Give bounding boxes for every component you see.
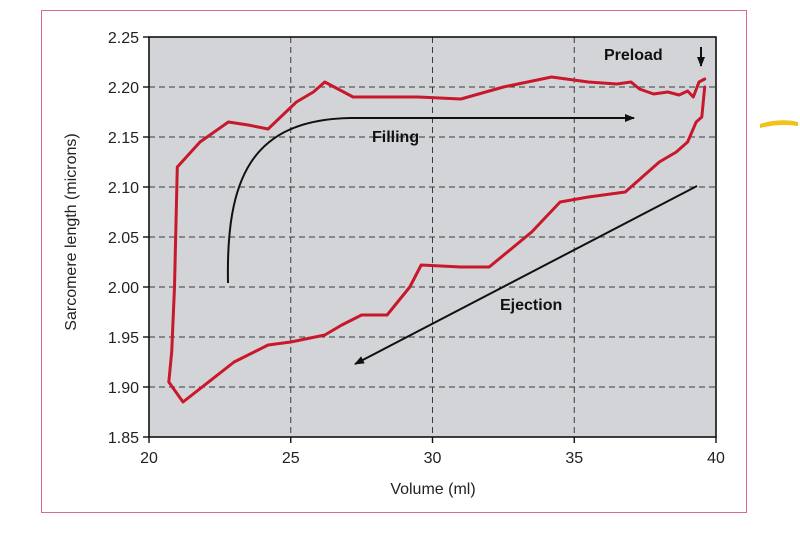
- y-tick-label: 2.00: [108, 280, 139, 297]
- y-tick-label: 1.90: [108, 380, 139, 397]
- x-axis-title: Volume (ml): [390, 481, 475, 498]
- y-axis-title: Sarcomere length (microns): [63, 133, 80, 330]
- y-tick-label: 2.20: [108, 80, 139, 97]
- x-tick-label: 25: [282, 450, 300, 467]
- x-tick-label: 30: [424, 450, 442, 467]
- y-tick-label: 1.85: [108, 430, 139, 447]
- y-tick-label: 2.10: [108, 180, 139, 197]
- plot-area: 20 25 30 35 40 1.85 1.90 1.95 2.00 2.05 2.10 2.15 2.…: [108, 30, 725, 467]
- y-tick-label: 2.15: [108, 130, 139, 147]
- annotation-ejection: Ejection: [500, 297, 562, 314]
- x-tick-label: 35: [565, 450, 583, 467]
- filling-arrow: [226, 114, 635, 284]
- y-tick-label: 2.05: [108, 230, 139, 247]
- x-tick-label: 40: [707, 450, 725, 467]
- ejection-arrow: [354, 185, 698, 365]
- y-tick-label: 1.95: [108, 330, 139, 347]
- annotation-filling: Filling: [372, 129, 419, 146]
- series-line: [167, 75, 707, 404]
- y-tick-label: 2.25: [108, 30, 139, 47]
- annotation-preload: Preload: [604, 47, 663, 64]
- highlight-mark: [760, 120, 798, 128]
- x-tick-label: 20: [140, 450, 158, 467]
